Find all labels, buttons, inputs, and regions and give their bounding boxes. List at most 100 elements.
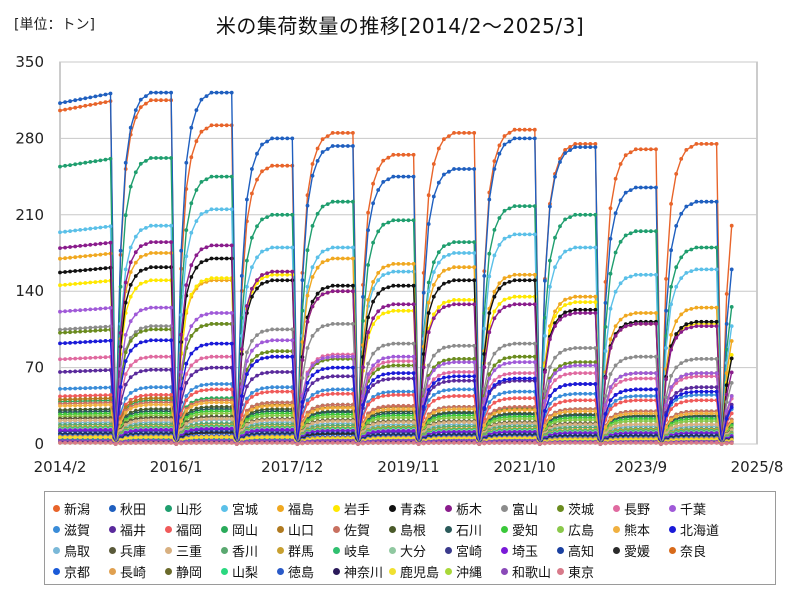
data-point	[386, 303, 391, 308]
data-point	[300, 400, 305, 404]
data-point	[128, 125, 133, 130]
data-point	[335, 387, 340, 392]
data-point	[457, 407, 461, 411]
data-point	[644, 411, 648, 416]
data-point	[340, 322, 345, 326]
data-point	[638, 398, 643, 403]
data-point	[644, 398, 648, 403]
data-point	[204, 401, 209, 405]
data-point	[522, 302, 527, 307]
data-point	[679, 361, 684, 365]
data-point	[431, 283, 436, 287]
data-point	[507, 390, 512, 394]
data-point	[618, 239, 623, 244]
data-point	[527, 417, 532, 421]
data-point	[250, 191, 254, 196]
data-point	[149, 98, 153, 103]
data-point	[694, 411, 699, 416]
data-point	[189, 230, 194, 235]
data-point	[401, 218, 406, 223]
data-point	[330, 144, 335, 148]
data-point	[669, 407, 673, 411]
data-point	[103, 403, 108, 407]
data-point	[426, 363, 431, 368]
data-point	[563, 392, 567, 397]
data-point	[164, 385, 169, 390]
data-point	[396, 262, 401, 266]
data-point	[255, 286, 259, 291]
data-point	[613, 211, 618, 216]
data-point	[396, 359, 401, 363]
data-point	[245, 350, 249, 355]
data-point	[729, 353, 734, 357]
data-point	[431, 194, 436, 199]
data-point	[679, 330, 684, 334]
data-point	[361, 295, 365, 299]
data-point	[209, 426, 214, 431]
data-point	[729, 267, 734, 272]
data-point	[138, 161, 143, 166]
data-point	[709, 267, 714, 272]
data-point	[93, 242, 98, 247]
data-point	[699, 398, 704, 403]
data-point	[169, 338, 174, 343]
data-point	[714, 305, 719, 310]
data-point	[553, 378, 557, 383]
data-point	[371, 418, 375, 423]
data-point	[108, 156, 113, 161]
data-point	[583, 363, 588, 368]
data-point	[543, 424, 547, 428]
data-point	[63, 330, 67, 335]
data-point	[487, 274, 492, 279]
data-point	[381, 356, 386, 361]
data-point	[371, 322, 375, 327]
data-point	[123, 396, 128, 401]
data-point	[305, 420, 310, 425]
data-point	[219, 207, 224, 212]
data-point	[340, 289, 345, 294]
data-point	[623, 419, 628, 424]
data-point	[406, 429, 411, 433]
data-point	[689, 390, 694, 394]
data-point	[58, 370, 62, 374]
data-point	[63, 107, 67, 112]
data-point	[154, 240, 158, 245]
data-point	[588, 409, 593, 414]
data-point	[689, 357, 694, 362]
data-point	[714, 371, 719, 375]
data-point	[63, 245, 67, 250]
data-point	[573, 398, 578, 403]
data-point	[568, 418, 572, 423]
data-point	[255, 278, 259, 283]
data-point	[255, 255, 259, 260]
data-point	[68, 245, 72, 249]
data-point	[204, 94, 209, 98]
data-point	[245, 284, 249, 289]
data-point	[724, 409, 729, 413]
data-point	[255, 151, 259, 156]
data-point	[275, 349, 280, 354]
data-point	[462, 387, 466, 392]
data-point	[260, 404, 264, 409]
data-point	[467, 374, 471, 379]
data-point	[644, 354, 648, 359]
data-point	[144, 368, 148, 373]
data-point	[123, 422, 128, 427]
data-point	[689, 375, 694, 379]
data-point	[729, 339, 734, 343]
data-point	[133, 404, 138, 409]
data-point	[421, 397, 426, 401]
data-point	[376, 395, 381, 400]
data-point	[411, 429, 416, 433]
data-point	[325, 419, 330, 424]
data-point	[285, 427, 290, 432]
data-point	[442, 137, 446, 142]
data-point	[78, 228, 83, 232]
data-point	[351, 354, 355, 359]
data-point	[199, 412, 204, 416]
data-point	[527, 341, 532, 346]
data-point	[457, 302, 461, 307]
data-point	[628, 274, 633, 279]
data-point	[502, 417, 507, 422]
data-point	[159, 90, 163, 95]
